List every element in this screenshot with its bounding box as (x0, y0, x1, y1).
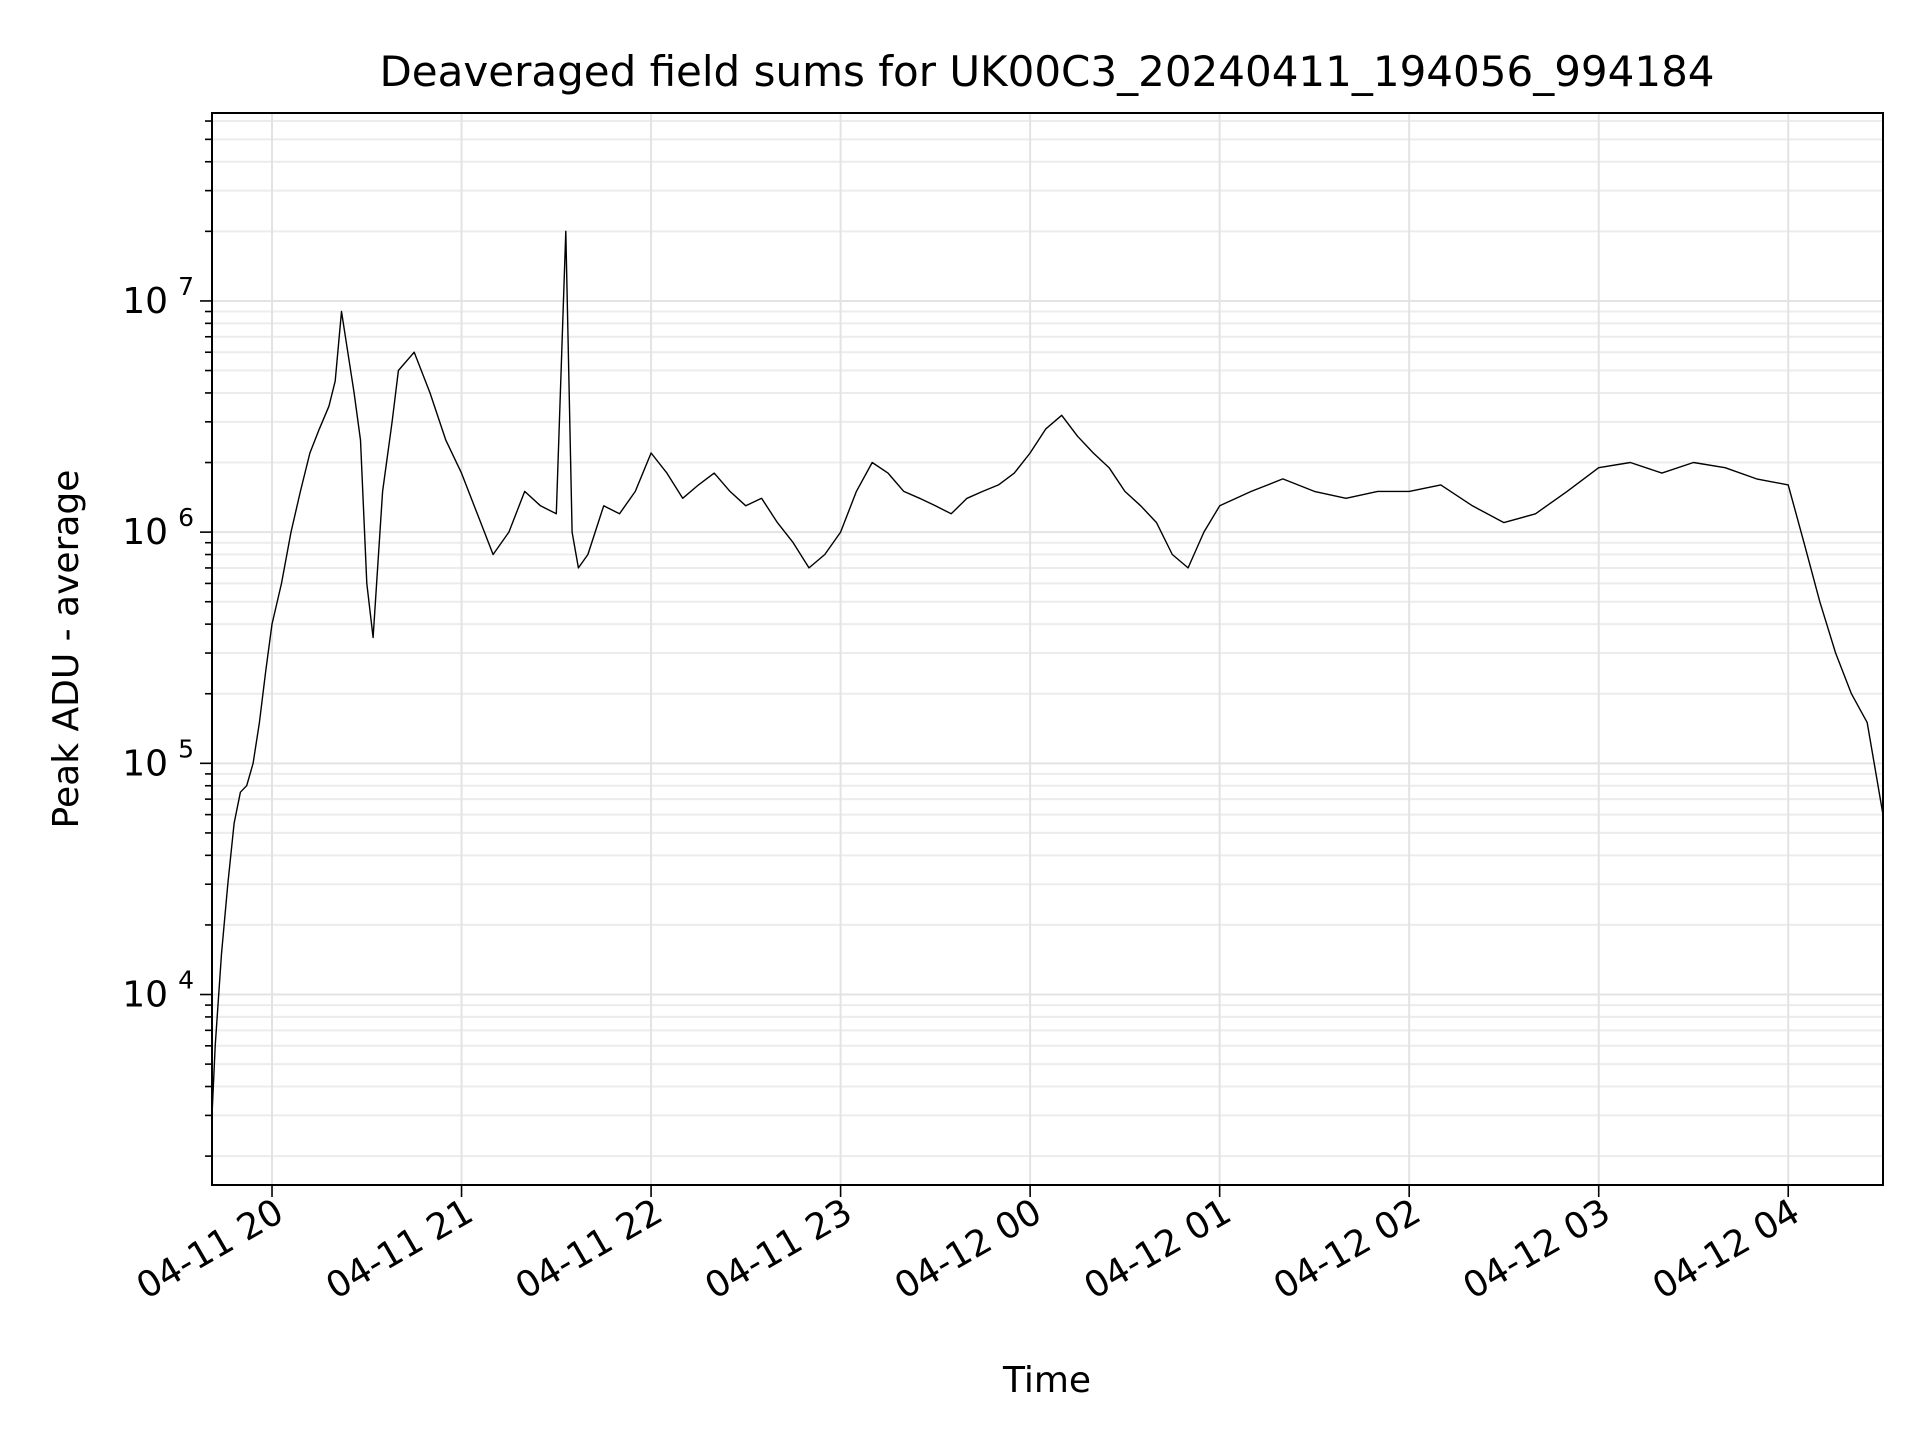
y-tick-exponent: 6 (178, 503, 194, 532)
y-tick-label: 10 (122, 743, 168, 784)
plot-frame (211, 112, 1884, 1186)
y-tick-label: 10 (122, 975, 168, 1016)
y-tick-exponent: 5 (178, 734, 194, 763)
y-axis-label: Peak ADU - average (46, 470, 87, 829)
x-axis-label: Time (1002, 1360, 1091, 1401)
grid-lines (212, 113, 1883, 1185)
series-line (211, 230, 1884, 1116)
y-tick-exponent: 4 (178, 966, 194, 995)
y-tick-label: 10 (122, 281, 168, 322)
chart-title: Deaveraged field sums for UK00C3_2024041… (379, 47, 1714, 96)
y-tick-label: 10 (122, 512, 168, 553)
y-tick-exponent: 7 (178, 272, 194, 301)
